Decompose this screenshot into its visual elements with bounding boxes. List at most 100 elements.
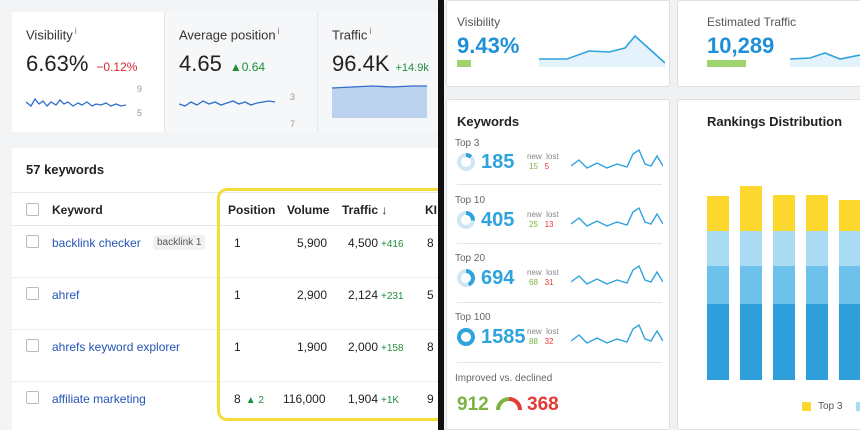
column-volume[interactable]: Volume — [287, 203, 330, 217]
average-position-value: 4.65 — [179, 51, 222, 77]
donut-icon — [457, 211, 475, 229]
group-value: 694 — [481, 267, 515, 289]
group-sparkline — [571, 264, 663, 285]
donut-icon — [457, 153, 475, 171]
bar-2 — [740, 186, 762, 380]
keywords-widget: Keywords Top 3 185 new lost 15 5 Top 10 … — [446, 99, 670, 430]
separator — [457, 302, 662, 303]
column-traffic[interactable]: Traffic ↓ — [342, 203, 388, 217]
new-lost-labels: new lost — [527, 268, 559, 277]
legend-swatch-top3 — [802, 402, 811, 411]
table-row: backlink checker backlink 1 1 5,900 4,50… — [12, 226, 438, 278]
traffic-delta: +14.9k — [395, 62, 429, 75]
axis-min-label: 5 — [137, 108, 143, 118]
traffic-cell: 2,124 +231 — [348, 288, 404, 302]
row-checkbox[interactable] — [26, 391, 39, 404]
visibility-delta: −0.12% — [96, 60, 138, 75]
axis-max-label: 3 — [290, 92, 296, 102]
group-label: Top 3 — [455, 138, 480, 149]
visibility-widget: Visibility 9.43% — [446, 0, 670, 87]
group-label: Top 100 — [455, 312, 491, 323]
volume-cell: 1,900 — [297, 340, 328, 354]
column-keyword[interactable]: Keyword — [52, 203, 103, 217]
average-position-card: Average position i 4.65 ▲0.64 3 7 — [164, 12, 317, 132]
visibility-sparkline — [26, 97, 126, 107]
separator — [457, 243, 662, 244]
legend-label-top3: Top 3 — [818, 401, 843, 412]
visibility-label: Visibility i — [26, 26, 77, 43]
bar-1 — [707, 196, 729, 380]
volume-cell: 5,900 — [297, 236, 328, 250]
keyword-link[interactable]: backlink checker — [52, 236, 141, 250]
traffic-progress-bar — [707, 60, 746, 67]
position-cell: 8 ▲ 2 — [234, 392, 264, 406]
row-checkbox[interactable] — [26, 235, 39, 248]
group-value: 1585 — [481, 326, 526, 348]
rankings-distribution-widget: Rankings Distribution — [677, 99, 860, 430]
volume-cell: 2,900 — [297, 288, 328, 302]
rankings-distribution-title: Rankings Distribution — [707, 114, 843, 129]
keywords-count: 57 keywords — [26, 162, 105, 177]
visibility-widget-label: Visibility — [457, 15, 501, 29]
row-checkbox[interactable] — [26, 287, 39, 300]
kd-cell: 8 — [427, 236, 434, 250]
traffic-cell: 1,904 +1K — [348, 392, 400, 406]
separator — [457, 184, 662, 185]
table-row: ahrefs keyword explorer 1 1,900 2,000 +15… — [12, 330, 438, 382]
traffic-widget-value: 10,289 — [707, 33, 775, 58]
info-icon[interactable]: i — [277, 26, 280, 36]
position-cell: 1 — [234, 236, 241, 250]
position-cell: 1 — [234, 340, 241, 354]
column-position[interactable]: Position — [228, 203, 276, 217]
kd-cell: 5 — [427, 288, 434, 302]
traffic-value: 96.4K — [332, 51, 390, 77]
new-lost-values: 88 32 — [529, 337, 554, 346]
keyword-link[interactable]: ahref — [52, 288, 80, 302]
visibility-progress-bar — [457, 60, 471, 67]
info-icon[interactable]: i — [369, 26, 372, 36]
average-position-delta: ▲0.64 — [229, 60, 266, 75]
traffic-area-chart — [332, 85, 427, 118]
table-row: affiliate marketing 8 ▲ 2 116,000 1,904 +1… — [12, 382, 438, 430]
gauge-icon — [496, 397, 522, 411]
position-cell: 1 — [234, 288, 241, 302]
semrush-panel: Visibility 9.43% Estimated Traffic 10,28… — [444, 0, 860, 430]
kd-cell: 9 — [427, 392, 434, 406]
donut-icon — [457, 328, 475, 346]
traffic-cell: 4,500 +416 — [348, 236, 404, 250]
visibility-widget-sparkline — [539, 34, 665, 67]
average-position-label: Average position i — [179, 26, 280, 43]
column-kd[interactable]: KI — [425, 203, 437, 217]
traffic-cell: 2,000 +158 — [348, 340, 404, 354]
traffic-label: Traffic i — [332, 26, 372, 43]
info-icon[interactable]: i — [74, 26, 77, 36]
group-label: Top 20 — [455, 253, 486, 264]
new-lost-labels: new lost — [527, 210, 559, 219]
separator — [457, 362, 662, 363]
traffic-widget: Estimated Traffic 10,289 — [677, 0, 860, 87]
group-value: 185 — [481, 151, 515, 173]
keyword-link[interactable]: affiliate marketing — [52, 392, 146, 406]
traffic-widget-sparkline — [790, 52, 860, 67]
bar-5 — [839, 200, 860, 380]
keywords-widget-title: Keywords — [457, 114, 520, 129]
legend-swatch-next — [856, 402, 860, 411]
rankings-stacked-bars — [707, 186, 860, 380]
keyword-link[interactable]: ahrefs keyword explorer — [52, 340, 181, 354]
select-all-checkbox[interactable] — [26, 203, 39, 216]
bar-3 — [773, 195, 795, 380]
new-lost-values: 15 5 — [529, 162, 550, 171]
traffic-widget-label: Estimated Traffic — [707, 15, 797, 29]
average-position-sparkline — [179, 100, 275, 107]
table-row: ahref 1 2,900 2,124 +231 5 — [12, 278, 438, 330]
keyword-tag[interactable]: backlink 1 — [153, 235, 206, 250]
new-lost-labels: new lost — [527, 327, 559, 336]
row-checkbox[interactable] — [26, 339, 39, 352]
kd-cell: 8 — [427, 340, 434, 354]
group-value: 405 — [481, 209, 515, 231]
declined-count: 368 — [527, 394, 559, 415]
ahrefs-panel: Visibility i 6.63% −0.12% 9 5 Average pos… — [0, 0, 438, 430]
visibility-value: 6.63% — [26, 51, 89, 77]
group-label: Top 10 — [455, 195, 486, 206]
